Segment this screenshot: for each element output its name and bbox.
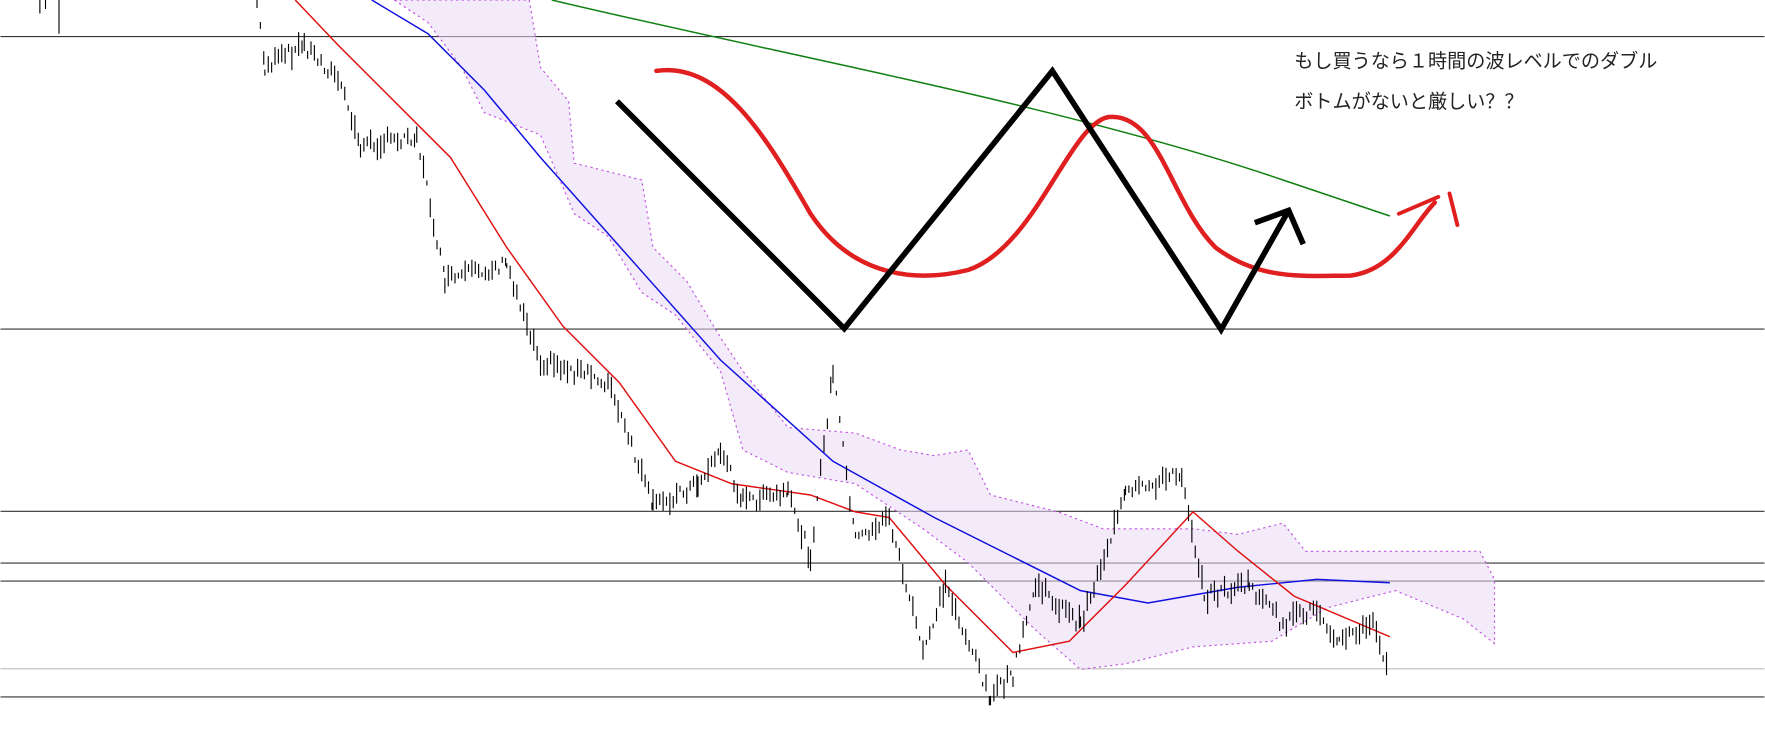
price-candles — [39, 0, 1388, 706]
mid-ma — [371, 0, 1390, 604]
black-arrowhead — [1253, 206, 1306, 246]
horizontal-lines — [0, 36, 1765, 698]
ichimoku-cloud — [393, 0, 1496, 670]
annotation-text: ボトムがないと厳しい？？ — [1294, 90, 1523, 113]
short-ma — [294, 0, 1391, 654]
red-arrow — [1396, 191, 1460, 227]
black-zigzag — [615, 66, 1292, 336]
annotation-text: もし買うなら１時間の波レベルでのダブル — [1294, 50, 1657, 73]
long-ma — [551, 0, 1391, 217]
red-annotation-curve — [654, 67, 1438, 279]
